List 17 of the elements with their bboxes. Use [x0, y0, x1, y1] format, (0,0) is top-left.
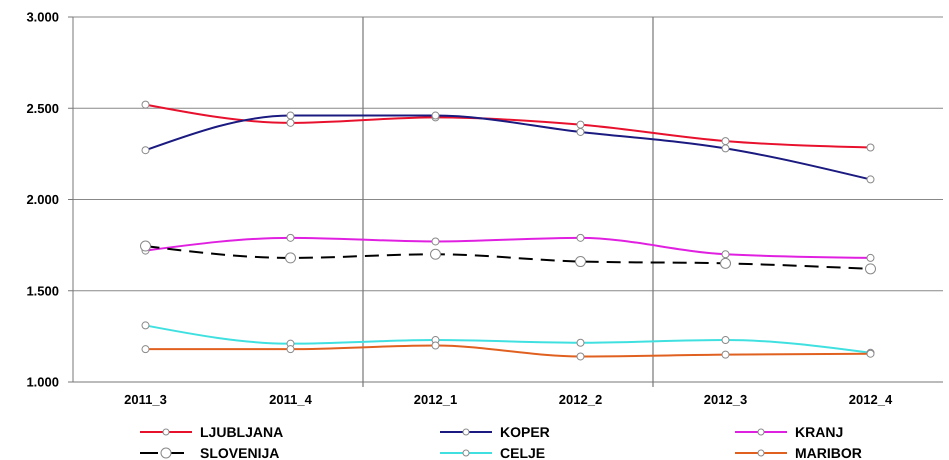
legend-label: SLOVENIJA [200, 444, 280, 460]
x-tick-label: 2012_4 [848, 392, 893, 407]
y-tick-label: 1.000 [26, 374, 59, 390]
y-tick-label: 2.500 [26, 100, 59, 116]
x-tick-label: 2011_4 [269, 392, 313, 407]
x-tick-label: 2011_3 [124, 392, 167, 407]
legend-label: KOPER [500, 424, 550, 440]
x-tick-label: 2012_2 [558, 392, 602, 407]
x-tick-label: 2012_3 [704, 392, 748, 407]
x-tick-label: 2012_1 [414, 392, 458, 407]
legend-label: MARIBOR [795, 444, 862, 460]
legend-label: CELJE [500, 444, 546, 460]
legend-label: KRANJ [795, 424, 844, 440]
y-tick-label: 3.000 [26, 10, 59, 25]
legend-label: LJUBLJANA [200, 424, 284, 440]
y-tick-label: 1.500 [26, 283, 59, 298]
y-tick-label: 2.000 [26, 192, 59, 208]
